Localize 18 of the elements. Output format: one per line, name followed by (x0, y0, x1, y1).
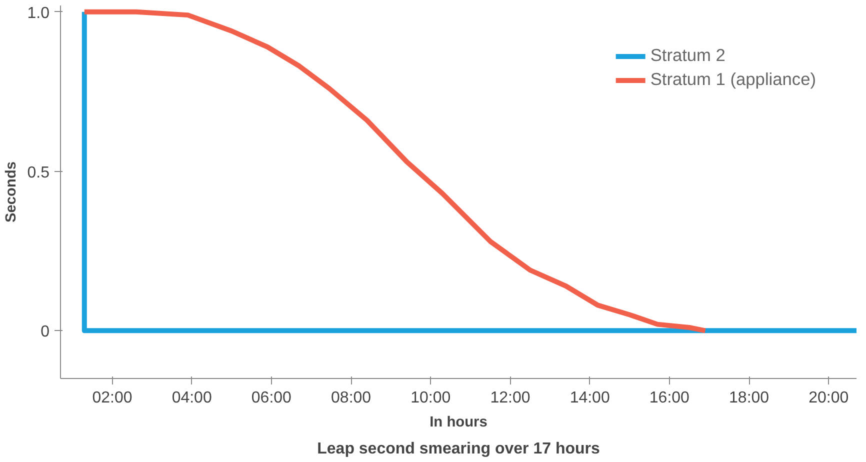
x-tick-label: 04:00 (172, 390, 212, 406)
x-tick-label: 02:00 (92, 390, 132, 406)
x-tick-label: 20:00 (808, 390, 849, 406)
legend-label: Stratum 2 (650, 45, 726, 66)
x-tick-label: 10:00 (410, 390, 451, 406)
text: Leap second smearing over 17 hours (317, 440, 600, 458)
x-tick-label: 16:00 (649, 390, 690, 406)
legend-label: Stratum 1 (appliance) (650, 69, 816, 90)
x-tick-label: 14:00 (570, 390, 610, 406)
x-tick-label: 18:00 (729, 390, 770, 406)
x-tick-label: 12:00 (490, 390, 530, 406)
x-axis-title: In hours (430, 414, 488, 430)
y-tick-label: 0 (40, 324, 50, 341)
x-tick-label: 08:00 (331, 390, 372, 406)
y-tick-label: 1.0 (27, 4, 50, 22)
y-tick-label: 0.5 (27, 164, 50, 182)
x-tick-label: 06:00 (251, 390, 292, 406)
y-axis-title: Seconds (3, 161, 20, 223)
